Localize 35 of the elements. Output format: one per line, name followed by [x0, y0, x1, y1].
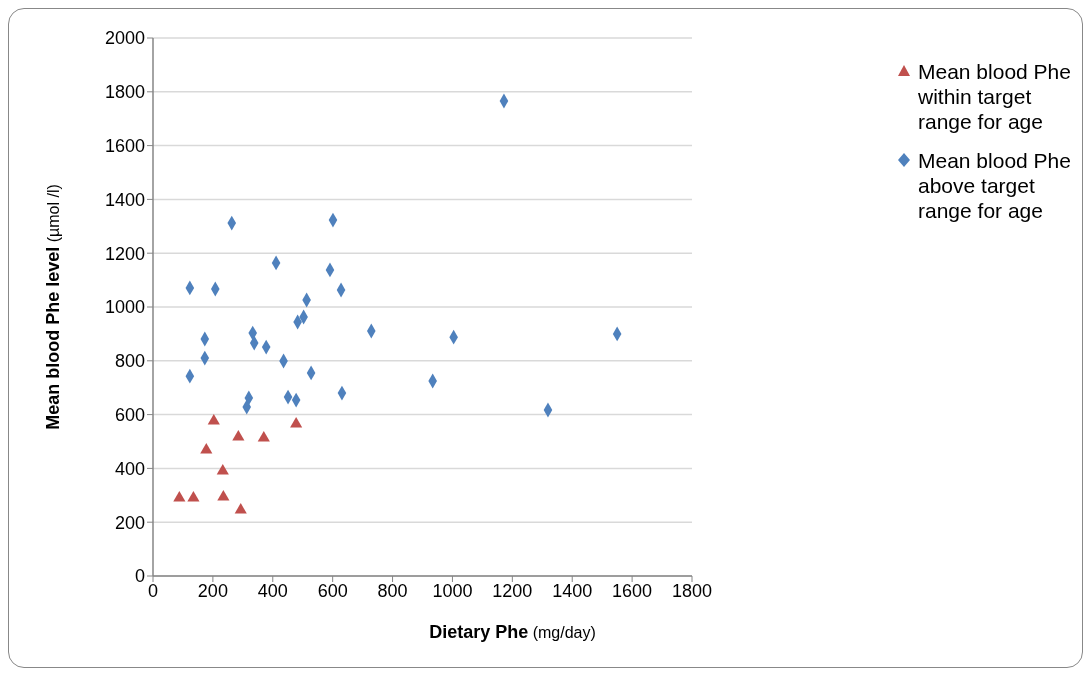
x-tick-label: 1400	[552, 580, 593, 601]
y-tick-label: 1400	[104, 189, 145, 210]
point	[173, 490, 186, 502]
x-tick-label: 600	[317, 580, 348, 601]
point	[207, 414, 220, 425]
point	[200, 443, 213, 454]
legend-label: Mean blood Phe within target range for age	[918, 59, 1072, 134]
legend-label: Mean blood Phe above target range for age	[918, 148, 1072, 223]
x-tick-label: 400	[257, 580, 288, 601]
x-tick-label: 1200	[492, 580, 533, 601]
y-tick-label: 800	[114, 351, 145, 372]
x-tick-label: 0	[147, 580, 159, 601]
point	[232, 429, 245, 441]
point	[217, 489, 230, 501]
point	[187, 490, 200, 502]
point	[257, 430, 270, 442]
x-tick-label: 1000	[432, 580, 473, 601]
x-tick-label: 1600	[612, 580, 653, 601]
y-tick-label: 400	[114, 458, 145, 479]
y-axis-title: Mean blood Phe level (µmol /l)	[43, 184, 63, 430]
point	[216, 464, 229, 475]
x-tick-label: 800	[377, 580, 408, 601]
y-tick-label: 0	[134, 566, 145, 587]
y-tick-label: 1200	[104, 243, 145, 264]
y-tick-label: 1800	[104, 82, 145, 103]
x-tick-label: 200	[197, 580, 228, 601]
point	[234, 503, 247, 514]
y-tick-label: 2000	[104, 28, 145, 49]
x-tick-label: 1800	[671, 580, 713, 601]
y-tick-label: 1600	[104, 135, 145, 156]
x-axis-title: Dietary Phe (mg/day)	[429, 622, 596, 642]
y-tick-label: 1000	[104, 297, 145, 318]
point	[290, 417, 303, 428]
y-tick-label: 600	[114, 404, 145, 425]
y-tick-label: 200	[114, 512, 145, 533]
